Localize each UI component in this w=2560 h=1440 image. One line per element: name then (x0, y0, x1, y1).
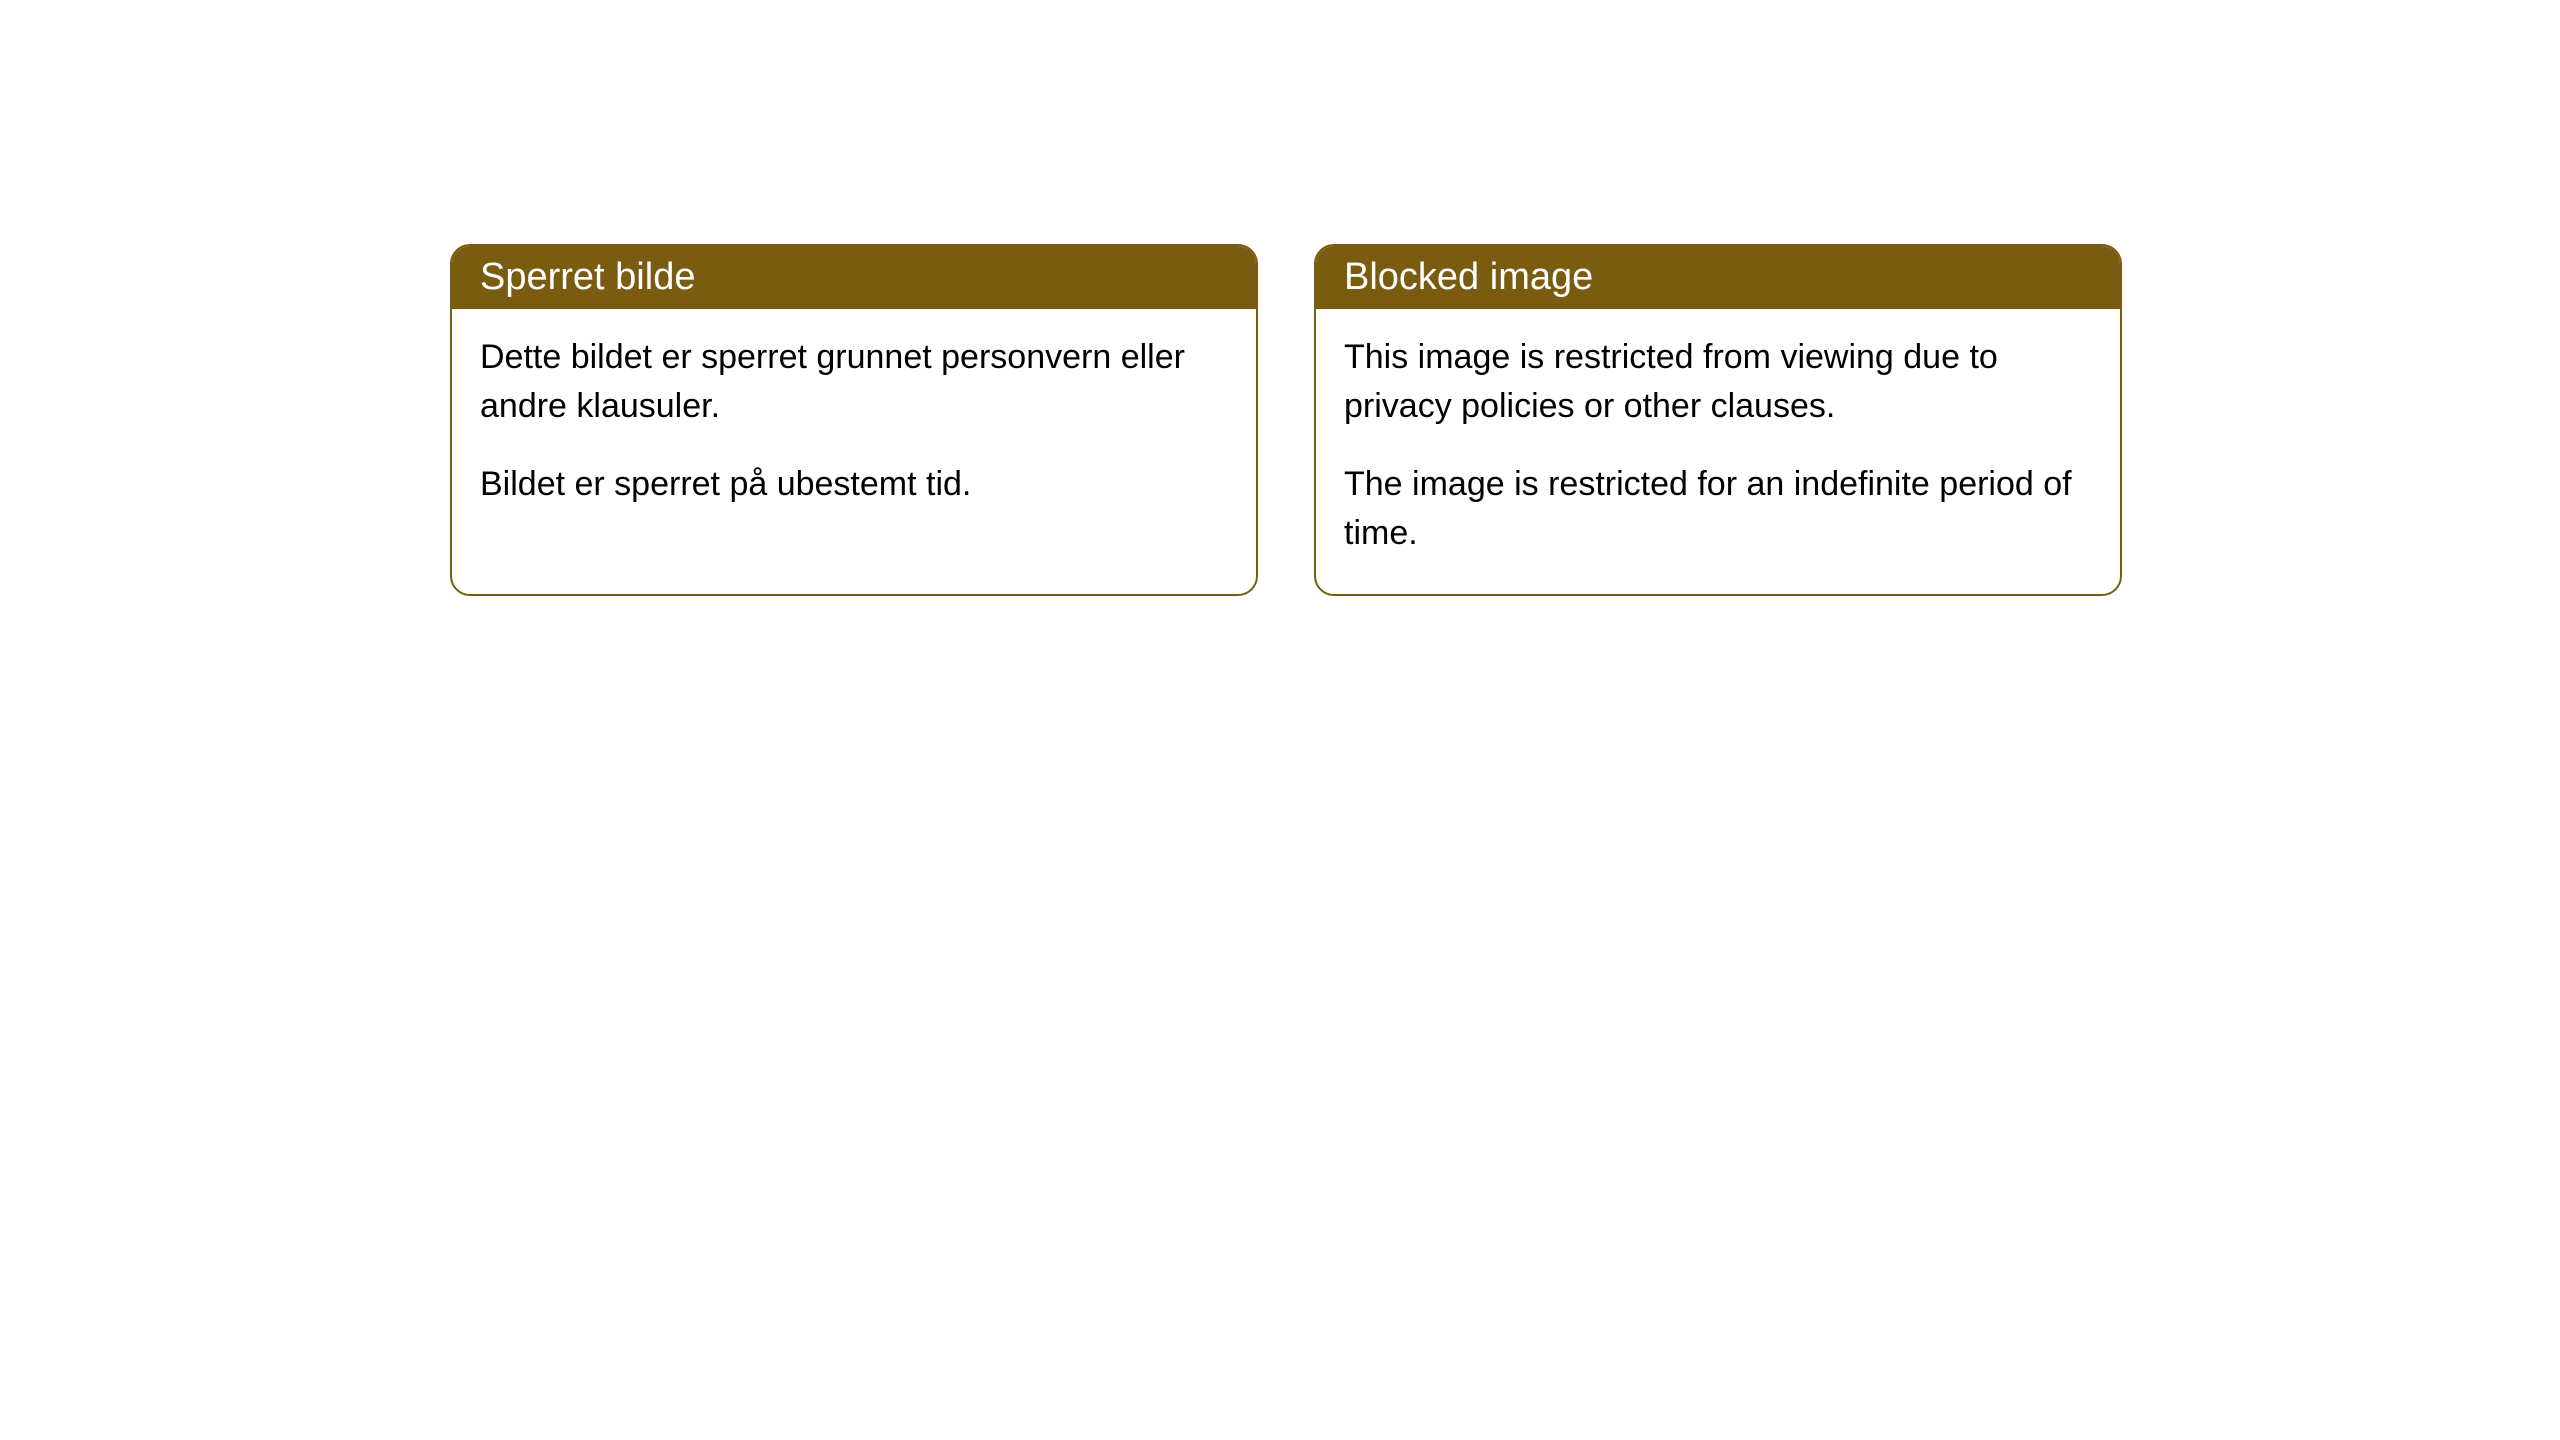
cards-container: Sperret bilde Dette bildet er sperret gr… (450, 244, 2122, 596)
card-body-text-1-en: This image is restricted from viewing du… (1344, 333, 2092, 432)
card-body-text-1-no: Dette bildet er sperret grunnet personve… (480, 333, 1228, 432)
card-header-no: Sperret bilde (452, 246, 1256, 309)
card-body-en: This image is restricted from viewing du… (1316, 309, 2120, 594)
card-body-text-2-en: The image is restricted for an indefinit… (1344, 460, 2092, 559)
blocked-image-card-no: Sperret bilde Dette bildet er sperret gr… (450, 244, 1258, 596)
card-body-text-2-no: Bildet er sperret på ubestemt tid. (480, 460, 1228, 509)
blocked-image-card-en: Blocked image This image is restricted f… (1314, 244, 2122, 596)
card-header-en: Blocked image (1316, 246, 2120, 309)
card-body-no: Dette bildet er sperret grunnet personve… (452, 309, 1256, 545)
